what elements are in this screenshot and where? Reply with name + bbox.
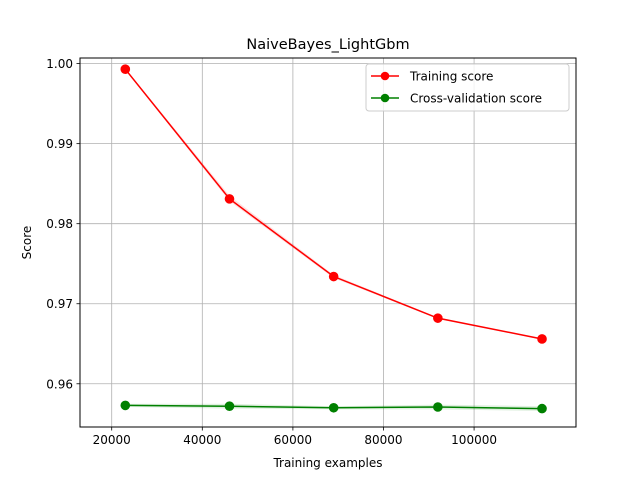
chart-title: NaiveBayes_LightGbm [246, 37, 409, 53]
data-point [328, 402, 339, 413]
x-tick-label: 20000 [93, 433, 131, 447]
legend-marker [380, 93, 390, 103]
data-point [224, 401, 235, 411]
legend-label: Cross-validation score [410, 92, 542, 106]
x-tick-label: 60000 [274, 433, 312, 447]
legend-marker [380, 71, 390, 81]
data-point [328, 271, 339, 282]
data-point [120, 400, 131, 411]
data-point [433, 402, 443, 412]
y-tick-label: 0.96 [46, 377, 73, 391]
legend-box [365, 63, 570, 112]
y-tick-label: 0.97 [46, 297, 73, 311]
axis-ticks: 20000 40000 60000 80000 100000 0.96 0.97 0.98 0.… [46, 57, 497, 447]
data-point [224, 194, 235, 204]
x-tick-label: 80000 [364, 433, 402, 447]
x-axis-title: Training examples [272, 456, 382, 470]
legend: Training score Cross-validation score [365, 63, 570, 112]
y-tick-label: 0.99 [46, 137, 73, 151]
x-tick-label: 40000 [183, 433, 221, 447]
series-points [120, 64, 547, 414]
y-tick-label: 0.98 [46, 217, 73, 231]
data-point [537, 403, 547, 414]
data-point [433, 313, 443, 323]
y-axis-title: Score [20, 226, 34, 260]
data-point [120, 64, 131, 75]
y-tick-label: 1.00 [46, 57, 73, 71]
data-point [537, 334, 547, 344]
x-tick-label: 100000 [451, 433, 497, 447]
legend-label: Training score [409, 70, 493, 84]
plot-area-frame [79, 57, 577, 428]
